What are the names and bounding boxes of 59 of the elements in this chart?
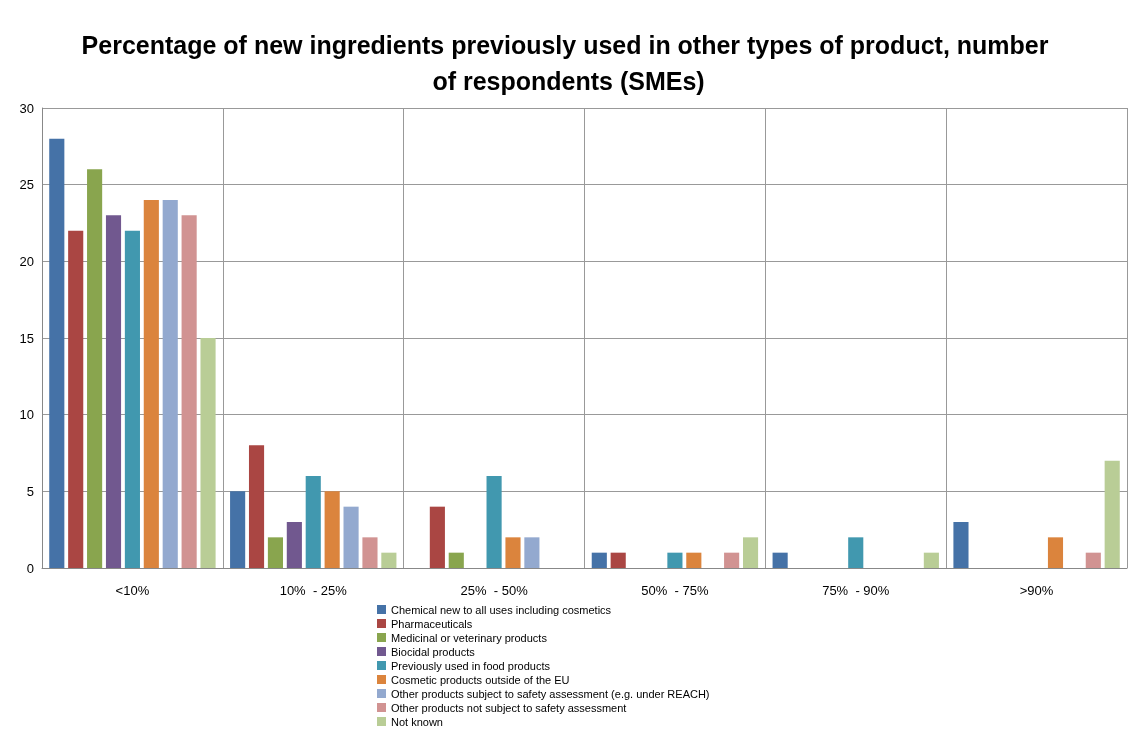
x-tick-label: >90% xyxy=(1019,583,1054,598)
y-tick-label: 20 xyxy=(19,253,34,269)
x-tick-label: <10% xyxy=(115,583,150,598)
bar xyxy=(1047,537,1064,568)
bar xyxy=(505,537,521,568)
bar xyxy=(49,138,65,568)
legend-label: Not known xyxy=(391,715,443,728)
bar xyxy=(610,552,626,568)
legend-label: Chemical new to all uses including cosmetics xyxy=(391,603,612,616)
bar xyxy=(742,537,759,568)
bar xyxy=(105,215,122,568)
y-tick-label: 0 xyxy=(26,560,34,576)
bar xyxy=(591,552,607,568)
legend-label: Biocidal products xyxy=(391,645,476,658)
bar xyxy=(87,169,103,568)
x-tick-label: 25% - 50% xyxy=(460,583,529,598)
bar xyxy=(200,338,216,568)
bar xyxy=(324,491,340,568)
bar xyxy=(953,522,969,568)
bar xyxy=(772,552,788,568)
x-tick-label: 10% - 25% xyxy=(279,583,348,598)
bar xyxy=(448,552,464,568)
bar xyxy=(486,476,502,568)
bar xyxy=(724,552,740,568)
y-tick-label: 15 xyxy=(19,330,34,346)
bar xyxy=(1104,460,1120,568)
bar xyxy=(524,537,540,568)
bar xyxy=(1085,552,1101,568)
bar xyxy=(162,200,178,568)
y-tick-label: 25 xyxy=(19,177,34,193)
y-tick-label: 30 xyxy=(19,100,34,116)
legend-label: Other products not subject to safety assessment xyxy=(391,701,627,714)
bar xyxy=(267,537,283,568)
legend-label: Pharmaceuticals xyxy=(391,617,473,630)
bar xyxy=(667,552,683,568)
bar xyxy=(848,537,864,568)
legend-label: Previously used in food products xyxy=(391,659,551,672)
bar xyxy=(429,506,445,568)
bar xyxy=(68,230,84,568)
legend-label: Cosmetic products outside of the EU xyxy=(391,673,570,686)
legend-label: Medicinal or veterinary products xyxy=(391,631,548,644)
bar xyxy=(686,552,702,568)
legend-label: Other products subject to safety assessment (e.g. under REACH) xyxy=(391,687,710,700)
bar xyxy=(124,230,140,568)
bar xyxy=(381,552,397,568)
bar xyxy=(923,552,939,568)
x-tick-label: 50% - 75% xyxy=(641,583,709,598)
chart-title: Percentage of new ingredients previously used in other types of product, number of respondents (SMEs) xyxy=(81,31,1056,95)
x-tick-label: 75% - 90% xyxy=(822,583,890,598)
bar xyxy=(305,476,321,568)
bar xyxy=(230,491,246,568)
bar xyxy=(286,522,302,568)
y-tick-label: 10 xyxy=(19,407,34,423)
bar xyxy=(181,215,197,568)
bar xyxy=(343,506,359,568)
bar xyxy=(248,445,265,568)
y-tick-label: 5 xyxy=(26,483,34,499)
bar xyxy=(143,200,159,568)
bar xyxy=(362,537,378,568)
